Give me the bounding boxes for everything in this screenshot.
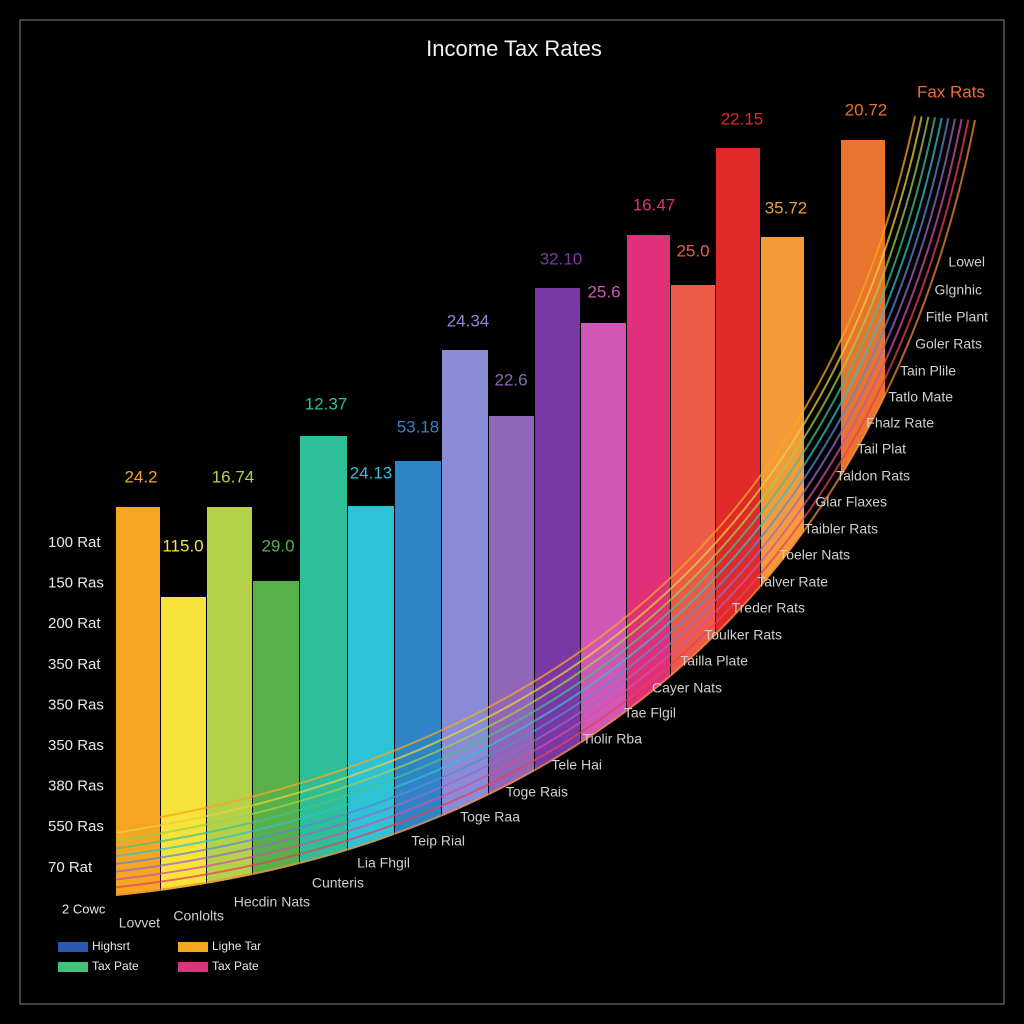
right-label: Toge Rais [506, 784, 568, 800]
ribbon-line [115, 119, 976, 896]
bar [348, 506, 394, 900]
left-label: 70 Rat [48, 859, 93, 876]
chart-title: Income Tax Rates [426, 36, 602, 61]
right-label: Toulker Rats [704, 627, 782, 643]
right-label: Tailla Plate [680, 653, 748, 669]
right-label: Lovvet [119, 915, 160, 931]
legend-label: Highsrt [92, 939, 131, 953]
legend-label: Tax Pate [92, 959, 139, 973]
corner-label: Fax Rats [917, 82, 985, 101]
right-label: Talver Rate [757, 574, 828, 590]
ribbon-mask [21, 120, 1003, 1003]
right-label: Tele Hai [551, 757, 602, 773]
right-label: Fhalz Rate [866, 415, 934, 431]
legend-swatch [178, 942, 208, 952]
left-label: 550 Ras [48, 818, 104, 835]
left-label: 380 Ras [48, 778, 104, 795]
ribbon-line [115, 118, 963, 881]
ribbon-line [115, 115, 916, 826]
footer-label: 2 Cowc [62, 901, 106, 916]
right-label: Glar Flaxes [815, 494, 887, 510]
right-label: Tail Plat [857, 441, 906, 457]
left-label: 200 Rat [48, 615, 101, 632]
legend-swatch [58, 962, 88, 972]
legend-label: Tax Pate [212, 959, 259, 973]
bar-label: 32.10 [540, 249, 583, 268]
right-label: Teip Rial [411, 833, 465, 849]
bar-label: 35.72 [765, 198, 808, 217]
right-label: Goler Rats [915, 336, 982, 352]
left-label: 350 Ras [48, 696, 104, 713]
right-label: Lia Fhgil [357, 855, 410, 871]
ribbon-line [115, 116, 930, 842]
ribbon-line [115, 117, 936, 850]
right-label: Taibler Rats [804, 521, 878, 537]
right-label: Glgnhic [935, 282, 982, 298]
right-label: Conlolts [173, 908, 224, 924]
ribbon-line [115, 119, 970, 889]
left-label: 150 Ras [48, 575, 104, 592]
bar [161, 597, 206, 900]
legend-label: Lighe Tar [212, 939, 261, 953]
right-label: Cunteris [312, 875, 364, 891]
bar-label: 25.6 [587, 282, 620, 301]
ribbon-line [115, 116, 923, 834]
legend-swatch [178, 962, 208, 972]
left-label: 350 Rat [48, 656, 101, 673]
right-label: Tiolir Rba [583, 731, 643, 747]
ribbon-line [115, 117, 943, 858]
bar-label: 22.6 [494, 370, 527, 389]
ribbon-line [115, 118, 956, 873]
bar [116, 507, 160, 900]
right-label: Hecdin Nats [234, 894, 310, 910]
bar-label: 24.34 [447, 311, 490, 330]
bar-label: 24.13 [350, 463, 393, 482]
bar-label: 24.2 [124, 467, 157, 486]
right-label: Cayer Nats [652, 680, 722, 696]
left-label: 350 Ras [48, 737, 104, 754]
right-label: Fitle Plant [926, 309, 988, 325]
right-label: Tatlo Mate [888, 389, 953, 405]
bar-label: 22.15 [721, 109, 764, 128]
bar [300, 436, 347, 900]
right-label: Tain Plile [900, 363, 956, 379]
right-label: Toge Raa [460, 809, 520, 825]
right-label: Treder Rats [732, 600, 805, 616]
bar-label: 16.74 [212, 467, 255, 486]
bar-label: 16.47 [633, 195, 676, 214]
left-mask [21, 100, 116, 1003]
bar-label: 115.0 [162, 536, 203, 555]
bar-label: 53.18 [397, 417, 440, 436]
bar-label: 29.0 [261, 536, 294, 555]
right-label: Taldon Rats [836, 468, 910, 484]
bar [207, 507, 252, 900]
bar-label: 20.72 [845, 100, 888, 119]
bar-label: 25.0 [676, 241, 709, 260]
legend-swatch [58, 942, 88, 952]
right-label: Toeler Nats [779, 547, 850, 563]
bar-label: 12.37 [305, 394, 348, 413]
right-label: Tae Flgil [624, 705, 676, 721]
ribbon-line [115, 118, 950, 865]
left-label: 100 Rat [48, 534, 101, 551]
right-label: Lowel [948, 254, 985, 270]
